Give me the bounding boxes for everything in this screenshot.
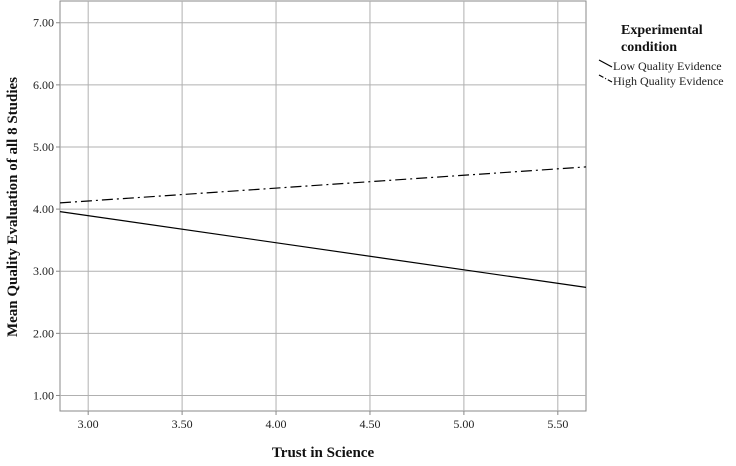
legend: Experimental condition Low Quality Evide…: [598, 23, 724, 88]
series-lines: [59, 166, 587, 288]
y-axis-title: Mean Quality Evaluation of all 8 Studies: [5, 77, 21, 337]
y-tick-label: 2.00: [33, 326, 54, 340]
series-line-low-quality: [59, 211, 587, 288]
legend-swatch: [598, 59, 613, 68]
plot-area: [59, 0, 587, 412]
x-tick-label: 5.50: [547, 417, 568, 431]
y-tick-label: 7.00: [33, 16, 54, 30]
x-tick-label: 4.50: [359, 417, 380, 431]
x-tick-label: 3.00: [78, 417, 99, 431]
legend-label: High Quality Evidence: [613, 74, 724, 88]
y-tick-label: 4.00: [33, 202, 54, 216]
legend-title-line-2: condition: [621, 40, 677, 55]
series-line-high-quality: [59, 166, 587, 204]
x-axis-title: Trust in Science: [272, 445, 375, 461]
plot-frame: [59, 0, 587, 412]
y-tick-label: 5.00: [33, 140, 54, 154]
legend-label: Low Quality Evidence: [613, 59, 722, 73]
x-tick-label: 4.00: [266, 417, 287, 431]
x-tick-label: 3.50: [172, 417, 193, 431]
y-tick-label: 3.00: [33, 264, 54, 278]
legend-title-line-1: Experimental: [621, 23, 703, 38]
y-axis-ticks: 1.00 2.00 3.00 4.00 5.00 6.00 7.00: [33, 16, 60, 402]
x-tick-label: 5.00: [453, 417, 474, 431]
x-axis-ticks: 3.00 3.50 4.00 4.50 5.00 5.50: [78, 411, 568, 431]
y-tick-label: 6.00: [33, 78, 54, 92]
legend-swatch: [598, 74, 613, 83]
y-tick-label: 1.00: [33, 388, 54, 402]
grid-lines: [60, 1, 586, 411]
